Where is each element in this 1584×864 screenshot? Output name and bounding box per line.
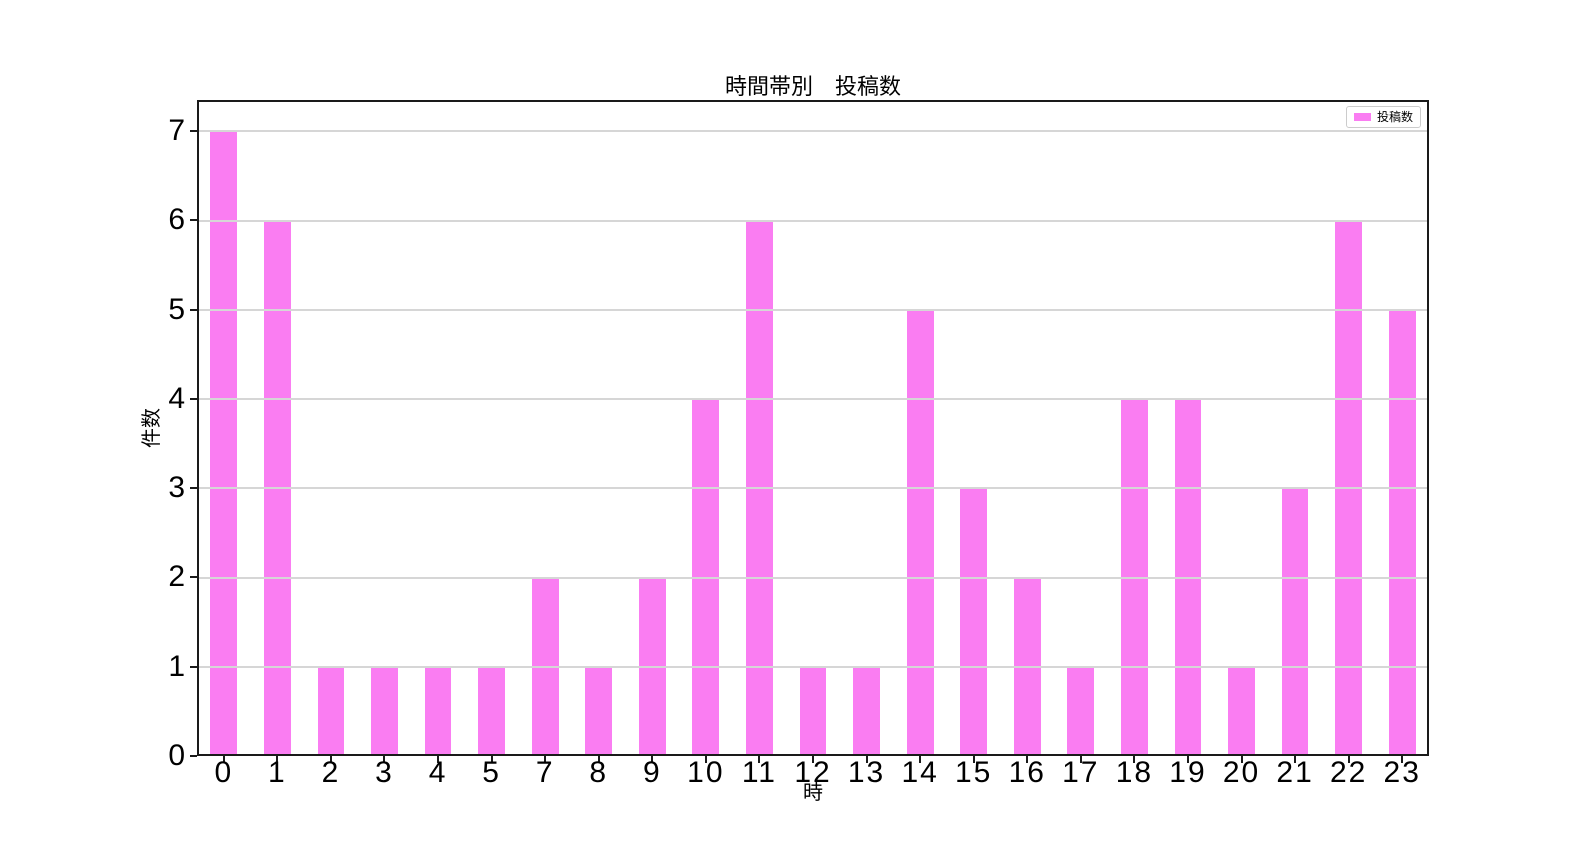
y-tick-label-4: 4 [168,381,185,415]
x-tick-label-17: 17 [1062,756,1100,789]
x-tick-label-7: 7 [535,756,555,789]
y-tick-label-0: 0 [168,739,185,772]
bar-hour-4 [424,666,452,756]
y-tick-1 [190,665,197,668]
x-tick-label-10: 10 [687,756,725,789]
bar-hour-3 [371,666,398,756]
x-tick-label-9: 9 [642,756,662,789]
x-tick-12 [812,756,814,763]
y-tick-label-3: 3 [168,471,185,505]
x-tick-label-11: 11 [741,756,777,789]
x-tick-label-12: 12 [794,756,832,789]
y-tick-2 [190,576,197,579]
plot-area: 投稿数 [197,100,1429,756]
bar-hour-13 [853,666,880,756]
x-tick-label-14: 14 [901,756,939,789]
x-tick-11 [758,756,761,763]
y-tick-4 [190,397,197,400]
gridline-y-7 [197,130,1429,133]
x-tick-23 [1401,756,1404,763]
x-tick-1 [276,756,279,763]
x-tick-label-4: 4 [428,756,448,789]
axes-frame [197,100,1429,756]
x-tick-14 [919,756,922,763]
bar-hour-20 [1228,666,1255,756]
bar-hour-23 [1388,309,1416,756]
x-tick-15 [972,756,975,763]
legend-label: 投稿数 [1376,110,1413,124]
x-tick-0 [222,756,225,763]
x-tick-label-1: 1 [268,756,287,789]
y-tick-6 [190,219,197,222]
bar-hour-2 [317,666,345,756]
y-tick-label-2: 2 [168,560,185,594]
x-tick-label-23: 23 [1383,756,1421,789]
gridline-y-3 [197,487,1429,490]
x-tick-19 [1186,756,1189,763]
y-tick-label-7: 7 [168,114,185,148]
x-tick-label-3: 3 [375,756,394,789]
y-tick-7 [190,130,197,133]
y-tick-0 [190,755,197,757]
x-tick-13 [865,756,868,763]
x-tick-label-2: 2 [321,756,341,789]
x-tick-20 [1240,756,1243,763]
x-tick-label-8: 8 [589,756,609,789]
x-tick-17 [1079,756,1082,763]
x-tick-5 [490,756,493,763]
x-tick-label-15: 15 [955,756,993,789]
x-tick-2 [329,756,332,763]
gridline-y-6 [197,219,1429,222]
x-tick-label-16: 16 [1008,756,1046,789]
gridline-y-4 [197,398,1429,400]
y-tick-label-5: 5 [168,292,185,326]
legend: 投稿数 [1345,106,1421,128]
bar-hour-14 [906,309,934,756]
x-tick-3 [383,756,386,763]
x-tick-16 [1026,756,1029,763]
x-tick-8 [597,756,600,763]
x-tick-label-20: 20 [1222,756,1261,789]
x-tick-10 [704,756,707,763]
x-axis-label: 時 [803,782,823,804]
bar-hour-8 [585,666,613,756]
x-tick-label-5: 5 [482,756,501,789]
x-tick-label-13: 13 [847,756,886,789]
x-tick-22 [1347,756,1350,763]
x-tick-7 [544,756,547,763]
y-tick-label-6: 6 [168,203,185,237]
bar-hour-15 [960,488,988,756]
x-tick-label-19: 19 [1169,756,1207,789]
x-tick-label-21: 21 [1276,756,1314,789]
x-tick-9 [651,756,654,763]
y-tick-5 [190,308,197,311]
x-tick-label-22: 22 [1329,756,1368,789]
x-tick-18 [1133,756,1136,763]
gridline-y-1 [197,665,1429,668]
chart-title: 時間帯別 投稿数 [724,74,901,99]
y-tick-label-1: 1 [168,649,185,683]
y-tick-3 [190,487,197,490]
x-tick-4 [437,756,440,763]
bar-hour-21 [1281,488,1309,756]
x-tick-label-0: 0 [214,756,234,789]
gridline-y-5 [197,308,1429,311]
legend-swatch-icon [1353,113,1371,121]
gridline-y-2 [197,576,1429,579]
bar-hour-0 [210,131,238,756]
x-tick-21 [1294,756,1297,763]
x-tick-label-18: 18 [1115,756,1154,789]
grid-layer [197,100,1429,756]
bar-hour-12 [799,666,827,756]
bar-hour-5 [478,666,505,756]
bar-hour-17 [1067,666,1095,756]
